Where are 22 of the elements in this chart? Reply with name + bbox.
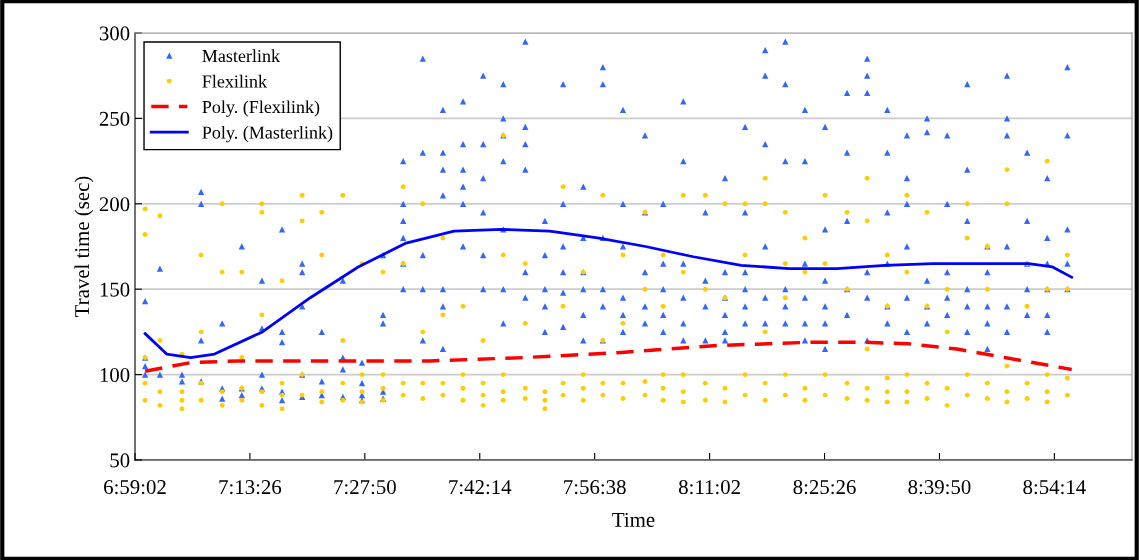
x-tick-label: 8:25:26: [793, 480, 856, 495]
y-tick-label: 200: [99, 197, 130, 212]
x-tick-label: 7:56:38: [564, 480, 626, 495]
legend-label: Flexilink: [202, 74, 268, 88]
x-tick-label: 8:54:14: [1023, 480, 1086, 495]
x-tick-label: 6:59:02: [104, 480, 166, 495]
x-tick-label: 7:13:26: [219, 480, 282, 495]
legend-label: Poly. (Flexilink): [202, 100, 320, 117]
x-tick-label: 7:27:50: [334, 480, 396, 495]
x-tick-label: 8:11:02: [678, 480, 740, 495]
legend-label: Masterlink: [202, 49, 281, 63]
y-tick-label: 150: [100, 282, 130, 297]
x-axis-title: Time: [612, 512, 655, 527]
x-tick-label: 7:42:14: [449, 480, 512, 495]
y-tick-label: 250: [99, 111, 130, 126]
y-tick-label: 50: [110, 453, 130, 468]
legend-label: Poly. (Masterlink): [202, 125, 333, 143]
y-tick-label: 100: [100, 367, 130, 383]
y-axis-title: Travel time (sec): [74, 176, 94, 317]
line-series: [143, 228, 1074, 359]
x-tick-label: 8:39:50: [908, 480, 971, 495]
y-tick-label: 300: [99, 26, 130, 41]
